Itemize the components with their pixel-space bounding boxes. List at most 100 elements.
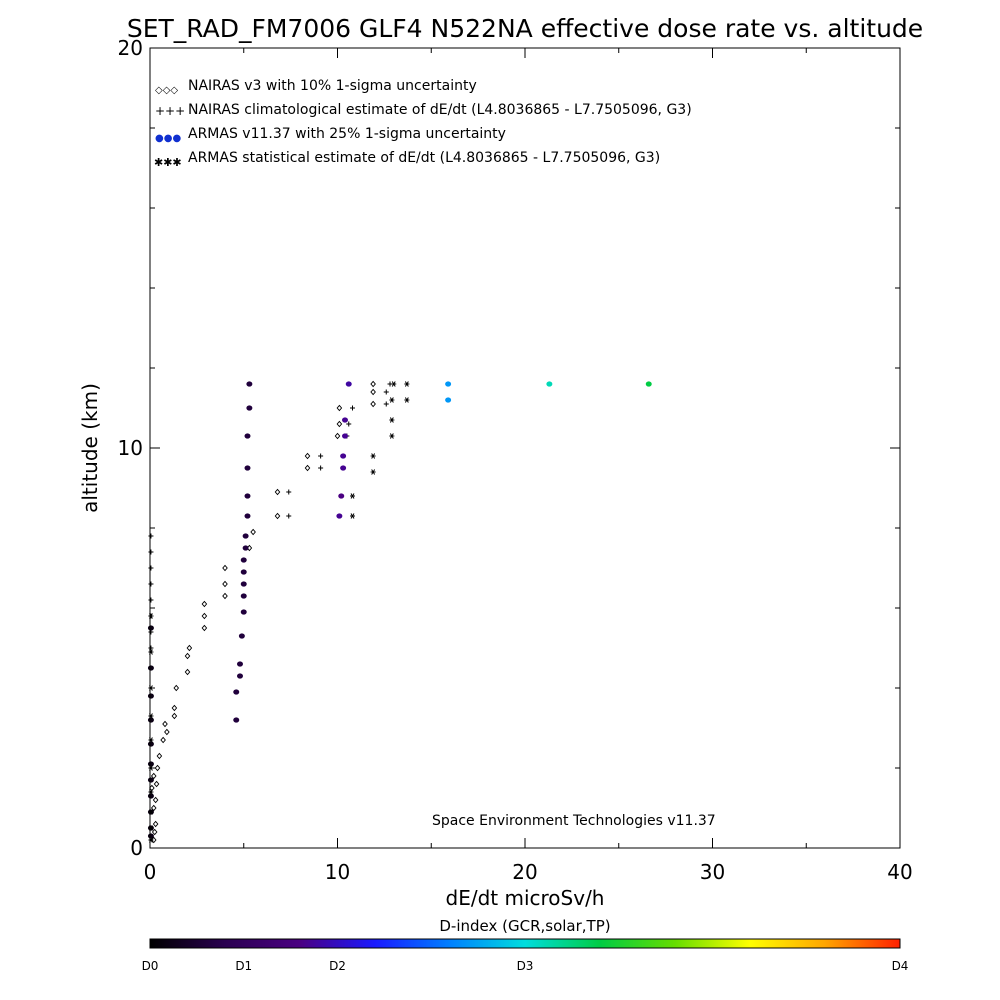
armas-point [147, 717, 154, 723]
chart-title: SET_RAD_FM7006 GLF4 N522NA effective dos… [127, 14, 923, 43]
nairas-point [153, 780, 160, 788]
nairas-point [201, 600, 208, 608]
armas-point [338, 493, 345, 499]
armas-point [244, 433, 251, 439]
legend-label-nairas-clim: NAIRAS climatological estimate of dE/dt … [188, 102, 692, 118]
nairas-point [171, 704, 178, 712]
armas-point [240, 569, 247, 575]
armas-point [240, 593, 247, 599]
axis-ticks: 0 10 20 30 40 0 10 20 [118, 36, 913, 884]
nairas-clim-point [383, 389, 389, 395]
nairas-clim-point [148, 565, 154, 571]
nairas-clim-point [148, 597, 154, 603]
armas-point [342, 417, 348, 423]
armas-point [445, 381, 452, 387]
x-axis-label: dE/dt microSv/h [446, 886, 605, 910]
armas-point [244, 465, 251, 471]
armas-point [242, 533, 249, 539]
x-tick-label: 40 [887, 860, 912, 884]
nairas-point [201, 624, 208, 632]
colorbar-tick-label: D3 [517, 959, 534, 973]
armas-point [445, 397, 452, 403]
nairas-clim-point [383, 401, 389, 407]
nairas-point [370, 388, 376, 396]
nairas-point [162, 720, 168, 728]
armas-point [340, 453, 347, 459]
armas-point [246, 381, 253, 387]
nairas-clim-point [346, 421, 352, 427]
legend-label-nairas: NAIRAS v3 with 10% 1-sigma uncertainty [188, 78, 477, 94]
nairas-point [222, 580, 228, 588]
armas-point [147, 761, 154, 767]
nairas-point [184, 652, 191, 660]
nairas-point [336, 404, 343, 412]
legend-symbol-armas-stat: ✱✱✱ [154, 156, 182, 169]
nairas-point [164, 728, 170, 736]
armas-point [645, 381, 652, 387]
nairas-clim-point [148, 549, 154, 555]
nairas-point [201, 612, 208, 620]
legend-symbol-armas: ●●● [155, 133, 181, 144]
armas-stat-point [370, 453, 376, 459]
colorbar-tick-label: D1 [235, 959, 252, 973]
armas-point [147, 833, 154, 839]
armas-point [147, 777, 154, 783]
armas-point [240, 557, 247, 563]
y-tick-label: 0 [130, 836, 143, 860]
nairas-point [152, 796, 159, 804]
nairas-clim-point [318, 465, 324, 471]
armas-stat-point [370, 469, 376, 475]
armas-point [233, 689, 240, 695]
nairas-point [154, 764, 161, 772]
legend-symbol-nairas-clim: +++ [155, 104, 185, 118]
y-tick-label: 10 [118, 436, 143, 460]
armas-point [345, 381, 352, 387]
nairas-point [304, 452, 311, 460]
armas-stat-point [404, 381, 410, 387]
armas-point [340, 465, 347, 471]
x-tick-label: 30 [700, 860, 725, 884]
nairas-point [150, 836, 157, 844]
y-axis-label: altitude (km) [78, 383, 102, 513]
armas-point [233, 717, 240, 723]
nairas-point [250, 528, 256, 536]
nairas-point [222, 592, 228, 600]
armas-point [342, 433, 348, 439]
armas-point [147, 693, 154, 699]
credit-annotation: Space Environment Technologies v11.37 [432, 813, 716, 829]
nairas-point [151, 828, 158, 836]
nairas-point [222, 564, 228, 572]
armas-stat-point [391, 381, 397, 387]
nairas-clim-point [350, 405, 355, 411]
legend-symbol-nairas: ◇◇◇ [155, 85, 178, 96]
nairas-point [173, 684, 180, 692]
nairas-clim-point [148, 581, 154, 587]
y-tick-label: 20 [118, 36, 143, 60]
colorbar-title: D-index (GCR,solar,TP) [439, 917, 610, 935]
nairas-clim-point [148, 645, 154, 651]
nairas-point [184, 668, 191, 676]
armas-point [244, 493, 251, 499]
armas-point [244, 513, 251, 519]
armas-point [242, 545, 249, 551]
colorbar-tick-label: D4 [892, 959, 909, 973]
nairas-clim-point [286, 513, 292, 519]
armas-stat-point [389, 397, 395, 403]
armas-point [336, 513, 343, 519]
armas-point [240, 581, 247, 587]
plot-frame [149, 47, 901, 849]
nairas-point [370, 380, 376, 388]
armas-stat-point [350, 493, 355, 499]
armas-point [147, 793, 154, 799]
colorbar-labels: D0 D1 D2 D3 D4 [142, 959, 909, 973]
armas-stat-point [350, 513, 355, 519]
x-tick-label: 10 [325, 860, 350, 884]
nairas-point [370, 400, 376, 408]
nairas-point [152, 820, 159, 828]
nairas-point [336, 420, 343, 428]
colorbar-tick-label: D2 [329, 959, 346, 973]
nairas-point [156, 752, 163, 760]
armas-stat-point [404, 397, 410, 403]
armas-point [147, 625, 154, 631]
